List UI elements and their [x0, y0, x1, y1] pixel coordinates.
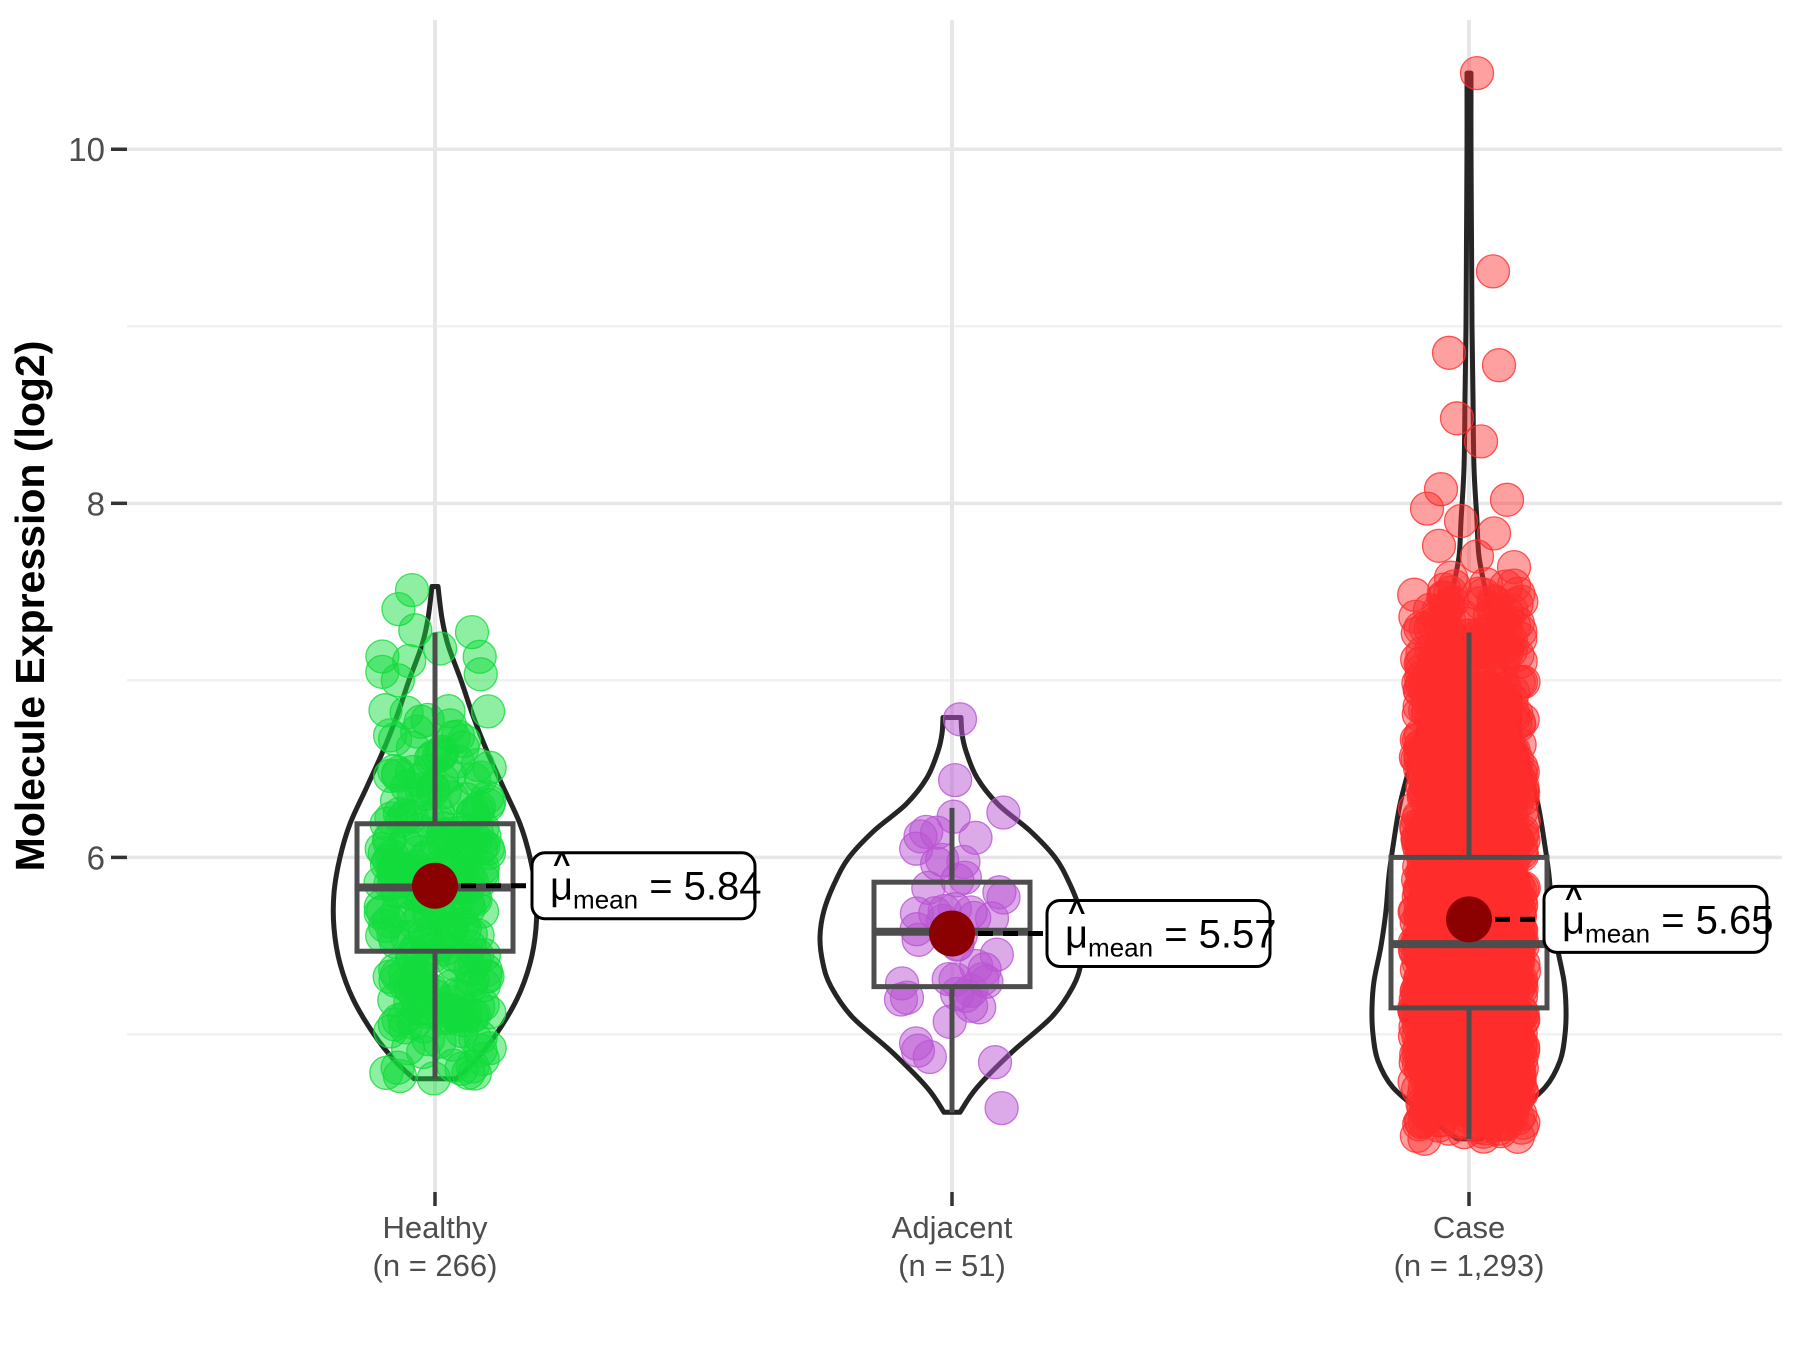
x-sublabel-case: (n = 1,293) — [1394, 1248, 1545, 1283]
svg-text:μmean = 5.57: μmean = 5.57 — [1065, 913, 1277, 963]
y-tick-label-6: 6 — [87, 839, 105, 876]
y-axis-title: Molecule Expression (log2) — [7, 341, 53, 872]
jitter-points-case — [1396, 55, 1542, 1156]
mean-dot-case — [1446, 896, 1492, 943]
mean-dot-healthy — [412, 862, 458, 909]
boxplot-case — [1388, 632, 1550, 1139]
svg-text:^: ^ — [1565, 881, 1583, 914]
y-tick-label-10: 10 — [68, 131, 105, 168]
x-sublabel-adjacent: (n = 51) — [898, 1248, 1006, 1283]
mean-label-healthy: ^μmean = 5.84 — [530, 848, 762, 921]
y-tick-label-8: 8 — [87, 485, 105, 522]
svg-text:^: ^ — [553, 848, 571, 881]
mean-label-case: ^μmean = 5.65 — [1542, 881, 1774, 954]
x-sublabel-healthy: (n = 266) — [373, 1248, 498, 1283]
svg-text:μmean = 5.65: μmean = 5.65 — [1562, 898, 1774, 948]
svg-text:^: ^ — [1068, 896, 1086, 929]
mean-dot-adjacent — [929, 910, 975, 957]
x-label-case: Case — [1433, 1210, 1505, 1245]
svg-text:μmean = 5.84: μmean = 5.84 — [550, 865, 762, 915]
x-label-adjacent: Adjacent — [892, 1210, 1013, 1245]
violin-adjacent — [817, 715, 1087, 1115]
mean-label-adjacent: ^μmean = 5.57 — [1045, 896, 1277, 969]
x-label-healthy: Healthy — [382, 1210, 488, 1245]
